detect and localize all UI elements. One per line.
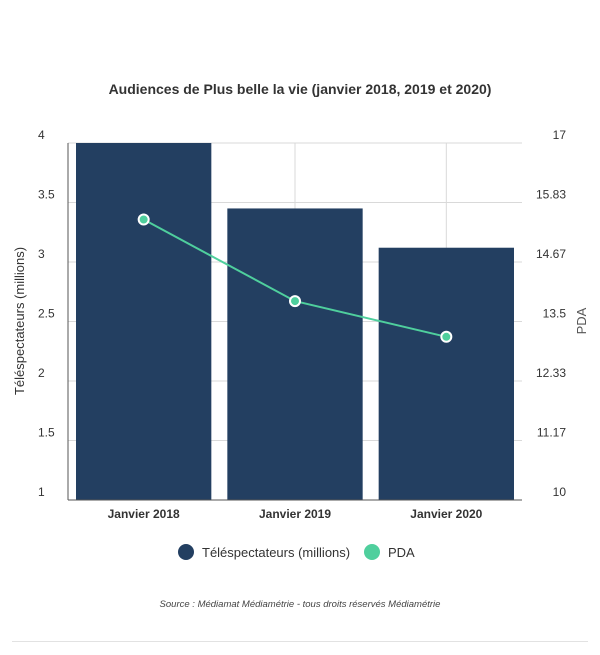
y-tick-label-right: 11.17 — [537, 426, 566, 440]
y-tick-label-left: 2.5 — [38, 307, 55, 321]
chart-title: Audiences de Plus belle la vie (janvier … — [109, 81, 492, 97]
line-series — [137, 213, 453, 343]
legend-label: PDA — [388, 545, 415, 560]
line-point — [137, 213, 150, 226]
y-tick-label-right: 17 — [553, 128, 567, 142]
footer-divider — [12, 641, 588, 642]
y-tick-label-left: 2 — [38, 366, 45, 380]
line-point — [289, 295, 301, 308]
y-tick-label-left: 3.5 — [38, 188, 55, 202]
y-tick-label-right: 10 — [553, 485, 567, 499]
y-tick-label-right: 13.5 — [543, 307, 567, 321]
y-tick-label-right: 14.67 — [536, 247, 566, 261]
legend-marker-line — [364, 544, 380, 560]
y-tick-label-left: 3 — [38, 247, 45, 261]
y-tick-label-left: 4 — [38, 128, 45, 142]
line-point — [440, 330, 453, 343]
bar-series — [76, 143, 514, 500]
axes: 1 10 1.5 11.17 2 12.33 2.5 13.5 3 14.67 3.5 15.83 4 1… — [12, 128, 589, 521]
y-axis-title-right: PDA — [574, 307, 589, 334]
x-tick-label: Janvier 2020 — [410, 507, 482, 521]
bar — [378, 247, 514, 500]
y-tick-label-left: 1 — [38, 485, 45, 499]
y-tick-label-left: 1.5 — [38, 426, 55, 440]
bar — [227, 208, 363, 500]
legend-marker-bar — [178, 544, 194, 560]
x-tick-label: Janvier 2018 — [108, 507, 180, 521]
chart-source: Source : Médiamat Médiamétrie - tous dro… — [160, 599, 441, 610]
bar — [76, 143, 212, 500]
legend[interactable]: Téléspectateurs (millions) PDA — [178, 544, 415, 560]
y-axis-title-left: Téléspectateurs (millions) — [12, 247, 27, 395]
y-tick-label-right: 12.33 — [536, 366, 566, 380]
y-tick-label-right: 15.83 — [536, 188, 566, 202]
x-tick-label: Janvier 2019 — [259, 507, 331, 521]
legend-label: Téléspectateurs (millions) — [202, 545, 350, 560]
